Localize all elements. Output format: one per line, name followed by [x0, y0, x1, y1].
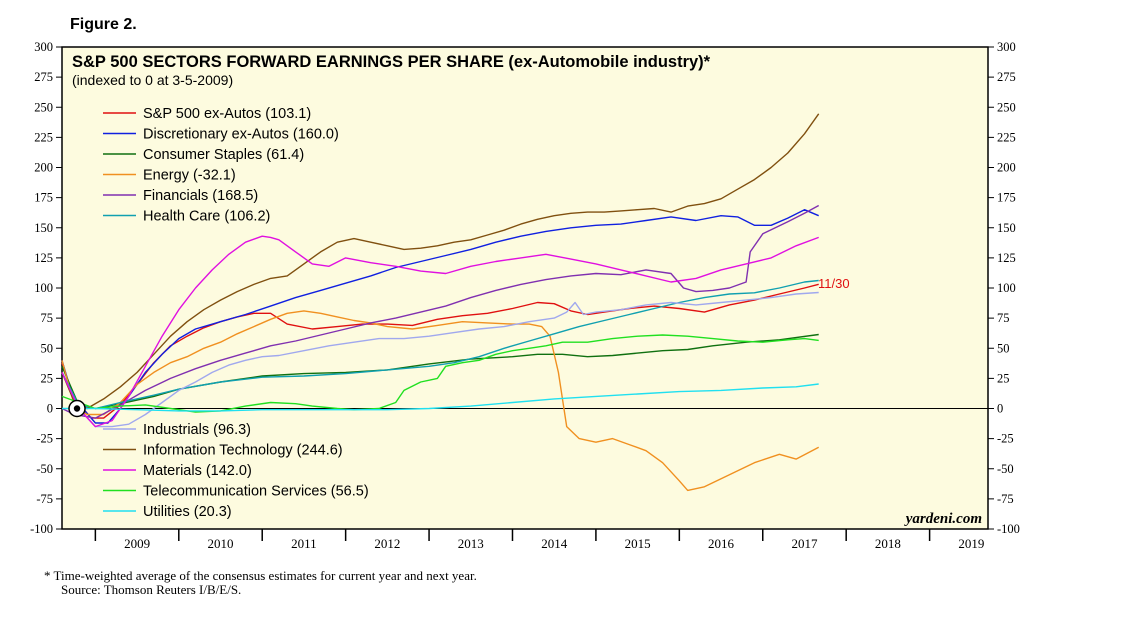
origin-marker — [68, 399, 86, 418]
x-tick-label: 2018 — [875, 536, 901, 551]
footnote: * Time-weighted average of the consensus… — [44, 569, 477, 597]
y-tick-label-left: 50 — [41, 341, 54, 355]
x-tick-label: 2019 — [958, 536, 984, 551]
series-lines — [61, 113, 820, 492]
x-tick-label: 2016 — [708, 536, 735, 551]
y-tick-label-right: 250 — [997, 100, 1016, 114]
chart-subtitle: (indexed to 0 at 3-5-2009) — [72, 72, 233, 88]
x-tick-label: 2012 — [374, 536, 400, 551]
legend-top: S&P 500 ex-Autos (103.1) Discretionary ex… — [103, 106, 339, 225]
end-date-label: 11/30 — [818, 276, 850, 291]
y-tick-label-left: 250 — [34, 100, 53, 114]
y-tick-label-right: 300 — [997, 40, 1016, 54]
series-line-utilities — [62, 383, 819, 412]
y-tick-label-left: 25 — [41, 371, 54, 385]
series-line-materials — [61, 235, 819, 428]
legend-label-s-p-500-ex-autos: S&P 500 ex-Autos (103.1) — [143, 106, 311, 122]
x-axis: 2009 2010 2011 2012 2013 2014 2015 2016 2017 2018… — [94, 529, 984, 551]
y-tick-label-left: -75 — [36, 492, 53, 506]
y-tick-label-right: 125 — [997, 251, 1016, 265]
y-tick-label-right: -75 — [997, 492, 1014, 506]
legend-label-energy: Energy (-32.1) — [143, 168, 236, 184]
y-tick-label-left: 75 — [41, 311, 54, 325]
y-tick-label-left: 225 — [34, 130, 53, 144]
y-tick-label-left: 175 — [34, 191, 53, 205]
x-tick-label: 2015 — [625, 536, 651, 551]
legend-label-financials: Financials (168.5) — [143, 188, 258, 204]
x-tick-label: 2009 — [124, 536, 150, 551]
y-tick-label-right: 25 — [997, 371, 1010, 385]
y-tick-label-right: 0 — [997, 402, 1003, 416]
y-tick-label-right: -100 — [997, 522, 1020, 536]
x-tick-label: 2010 — [208, 536, 234, 551]
series-line-telecommunication-services — [61, 334, 819, 413]
y-tick-label-right: 225 — [997, 130, 1016, 144]
y-tick-label-left: -25 — [36, 432, 53, 446]
y-tick-label-left: 125 — [34, 251, 53, 265]
legend-label-utilities: Utilities (20.3) — [143, 504, 232, 520]
legend-label-information-technology: Information Technology (244.6) — [143, 443, 343, 459]
y-tick-label-right: -25 — [997, 432, 1014, 446]
legend-label-materials: Materials (142.0) — [143, 463, 252, 479]
y-tick-label-left: -50 — [36, 462, 53, 476]
y-axis-left: -100 -75 -50 -25 0 25 50 75 100 125 150 175 200 225 25… — [30, 40, 62, 536]
series-line-energy — [61, 310, 820, 492]
series-line-financials — [61, 204, 820, 419]
y-tick-label-left: 275 — [34, 70, 53, 84]
chart-title: S&P 500 SECTORS FORWARD EARNINGS PER SHA… — [72, 53, 711, 71]
y-tick-label-right: 100 — [997, 281, 1016, 295]
legend-label-discretionary-ex-autos: Discretionary ex-Autos (160.0) — [143, 127, 339, 143]
legend-label-industrials: Industrials (96.3) — [143, 422, 251, 438]
y-tick-label-left: 150 — [34, 221, 53, 235]
y-tick-label-right: 275 — [997, 70, 1016, 84]
y-tick-label-left: 0 — [47, 402, 53, 416]
y-tick-label-left: 300 — [34, 40, 53, 54]
watermark: yardeni.com — [904, 511, 982, 527]
legend-label-telecommunication-services: Telecommunication Services (56.5) — [143, 484, 369, 500]
x-tick-label: 2011 — [291, 536, 317, 551]
series-line-industrials — [61, 291, 819, 428]
y-tick-label-right: 150 — [997, 221, 1016, 235]
series-line-health-care — [61, 279, 819, 410]
x-tick-label: 2013 — [458, 536, 484, 551]
footnote-source: Source: Thomson Reuters I/B/E/S. — [61, 582, 242, 597]
y-tick-label-right: 175 — [997, 191, 1016, 205]
origin-dot — [73, 405, 81, 412]
legend-label-health-care: Health Care (106.2) — [143, 209, 270, 225]
footnote-note: * Time-weighted average of the consensus… — [44, 568, 477, 583]
legend-bottom: Industrials (96.3) Information Technology… — [103, 422, 369, 520]
legend-label-consumer-staples: Consumer Staples (61.4) — [143, 147, 304, 163]
y-tick-label-left: 100 — [34, 281, 53, 295]
y-tick-label-right: 75 — [997, 311, 1010, 325]
y-tick-label-left: 200 — [34, 161, 53, 175]
y-tick-label-right: -50 — [997, 462, 1014, 476]
y-axis-right: -100 -75 -50 -25 0 25 50 75 100 125 150 175 200 225 25… — [988, 40, 1020, 536]
y-tick-label-left: -100 — [30, 522, 53, 536]
x-tick-label: 2017 — [791, 536, 818, 551]
figure-label: Figure 2. — [70, 16, 137, 33]
x-tick-label: 2014 — [541, 536, 568, 551]
y-tick-label-right: 50 — [997, 341, 1010, 355]
y-tick-label-right: 200 — [997, 161, 1016, 175]
series-line-information-technology — [61, 113, 820, 410]
